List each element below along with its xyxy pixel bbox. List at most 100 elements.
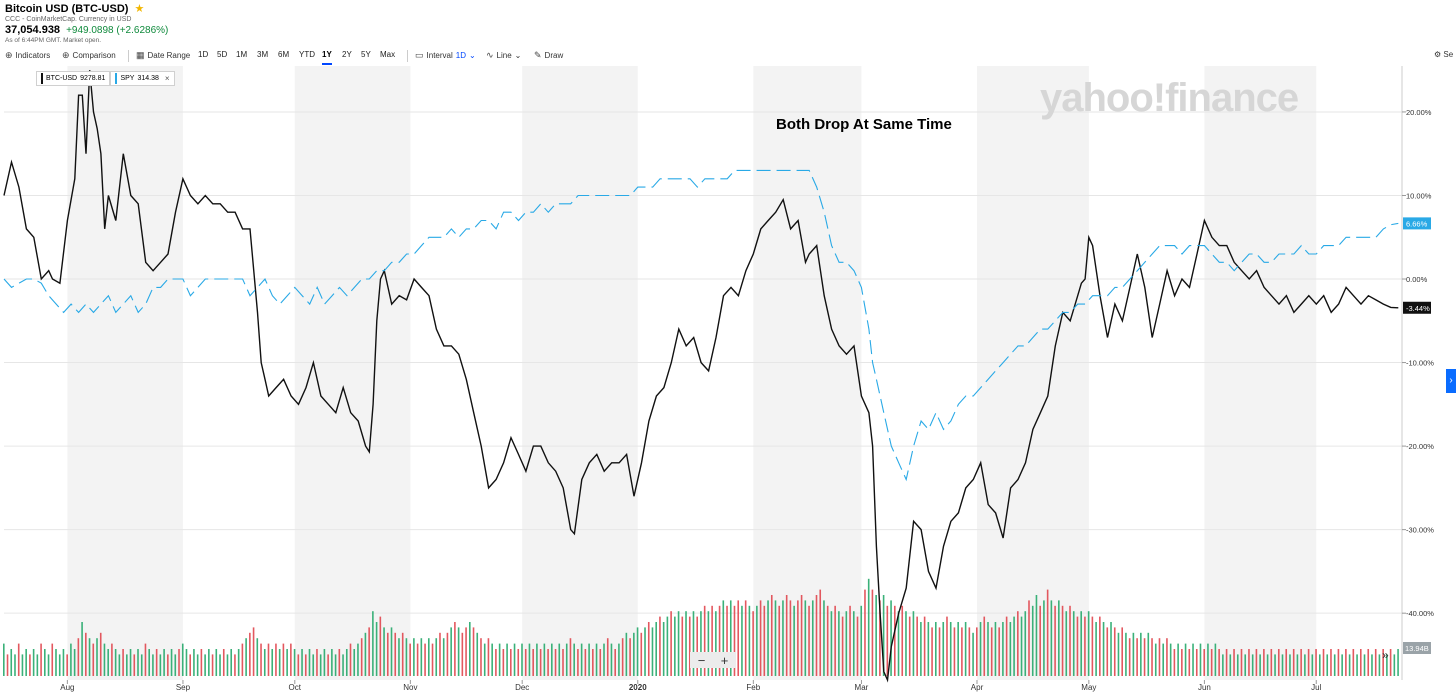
volume-bar bbox=[1058, 600, 1060, 676]
volume-bar bbox=[1002, 622, 1004, 676]
volume-bar bbox=[555, 649, 557, 676]
volume-bar bbox=[107, 649, 109, 676]
volume-bar bbox=[137, 649, 139, 676]
legend-btc[interactable]: BTC-USD 9278.81 bbox=[36, 71, 110, 86]
volume-bar bbox=[495, 649, 497, 676]
x-tick-label: Jun bbox=[1198, 683, 1211, 692]
zoom-out-button[interactable]: − bbox=[698, 653, 706, 668]
volume-bar bbox=[782, 600, 784, 676]
volume-bar bbox=[458, 627, 460, 676]
volume-bar bbox=[685, 611, 687, 676]
volume-bar bbox=[197, 654, 199, 676]
volume-bar bbox=[346, 649, 348, 676]
volume-bar bbox=[435, 638, 437, 676]
volume-bar bbox=[808, 606, 810, 676]
volume-bar bbox=[991, 627, 993, 676]
volume-bar bbox=[1170, 644, 1172, 676]
x-tick-label: Jul bbox=[1311, 683, 1321, 692]
volume-bar bbox=[204, 654, 206, 676]
volume-bar bbox=[111, 644, 113, 676]
expand-panel-button[interactable]: › bbox=[1446, 369, 1456, 393]
volume-bar bbox=[1297, 654, 1299, 676]
volume-bar bbox=[898, 611, 900, 676]
volume-bar bbox=[380, 617, 382, 676]
volume-bar bbox=[928, 622, 930, 676]
volume-bar bbox=[450, 627, 452, 676]
volume-bar bbox=[342, 654, 344, 676]
volume-bar bbox=[1032, 606, 1034, 676]
volume-bar bbox=[163, 649, 165, 676]
volume-bar bbox=[1349, 654, 1351, 676]
volume-bar bbox=[853, 611, 855, 676]
volume-bar bbox=[868, 579, 870, 676]
volume-bar bbox=[294, 649, 296, 676]
chart-annotation: Both Drop At Same Time bbox=[776, 116, 952, 133]
month-band bbox=[753, 66, 861, 680]
volume-bar bbox=[1185, 644, 1187, 676]
zoom-in-button[interactable]: + bbox=[721, 653, 729, 668]
volume-bar bbox=[406, 638, 408, 676]
volume-bar bbox=[1166, 638, 1168, 676]
volume-bar bbox=[74, 649, 76, 676]
volume-bar bbox=[1177, 644, 1179, 676]
volume-bar bbox=[219, 654, 221, 676]
volume-bar bbox=[1278, 649, 1280, 676]
x-tick-label: Mar bbox=[855, 683, 869, 692]
volume-bar bbox=[59, 654, 61, 676]
volume-bar bbox=[119, 654, 121, 676]
volume-bar bbox=[1114, 627, 1116, 676]
volume-bar bbox=[234, 654, 236, 676]
volume-bar bbox=[253, 627, 255, 676]
volume-bar bbox=[182, 644, 184, 676]
volume-bar bbox=[913, 611, 915, 676]
volume-bar bbox=[1244, 654, 1246, 676]
volume-bar bbox=[745, 600, 747, 676]
spy-legend-label: SPY bbox=[120, 75, 134, 82]
volume-bar bbox=[585, 649, 587, 676]
volume-bar bbox=[1326, 654, 1328, 676]
volume-bar bbox=[603, 644, 605, 676]
volume-bar bbox=[1125, 633, 1127, 676]
volume-bar bbox=[1230, 654, 1232, 676]
volume-bar bbox=[283, 644, 285, 676]
volume-bar bbox=[126, 654, 128, 676]
volume-bar bbox=[1017, 611, 1019, 676]
volume-bar bbox=[1039, 606, 1041, 676]
legend-spy[interactable]: SPY 314.38 × bbox=[110, 71, 174, 86]
volume-bar bbox=[1099, 617, 1101, 676]
volume-bar bbox=[972, 633, 974, 676]
volume-bar bbox=[946, 617, 948, 676]
volume-bar bbox=[376, 622, 378, 676]
volume-bar bbox=[271, 649, 273, 676]
volume-bar bbox=[1192, 644, 1194, 676]
volume-bar bbox=[931, 627, 933, 676]
volume-bar bbox=[596, 644, 598, 676]
volume-bar bbox=[741, 606, 743, 676]
y-tick-label: -40.00% bbox=[1406, 609, 1434, 618]
btc-swatch bbox=[41, 73, 43, 84]
volume-bar bbox=[827, 606, 829, 676]
volume-bar bbox=[980, 622, 982, 676]
grid-lines bbox=[4, 112, 1402, 613]
volume-bar bbox=[361, 638, 363, 676]
x-tick-label: Sep bbox=[176, 683, 191, 692]
volume-bar bbox=[849, 606, 851, 676]
volume-bar bbox=[148, 649, 150, 676]
volume-bar bbox=[130, 649, 132, 676]
scroll-end-icon[interactable]: » bbox=[1382, 648, 1389, 662]
volume-bar bbox=[1300, 649, 1302, 676]
volume-bar bbox=[122, 649, 124, 676]
volume-bar bbox=[305, 654, 307, 676]
volume-bar bbox=[920, 622, 922, 676]
volume-bar bbox=[942, 622, 944, 676]
volume-bar bbox=[63, 649, 65, 676]
volume-bar bbox=[1147, 633, 1149, 676]
volume-bar bbox=[1215, 644, 1217, 676]
y-axis: 20.00%10.00%0.00%-10.00%-20.00%-30.00%-4… bbox=[1402, 66, 1434, 680]
volume-bar bbox=[1334, 654, 1336, 676]
volume-bar bbox=[230, 649, 232, 676]
volume-bar bbox=[678, 611, 680, 676]
volume-bar bbox=[1379, 654, 1381, 676]
close-icon[interactable]: × bbox=[165, 74, 170, 83]
volume-bar bbox=[674, 617, 676, 676]
